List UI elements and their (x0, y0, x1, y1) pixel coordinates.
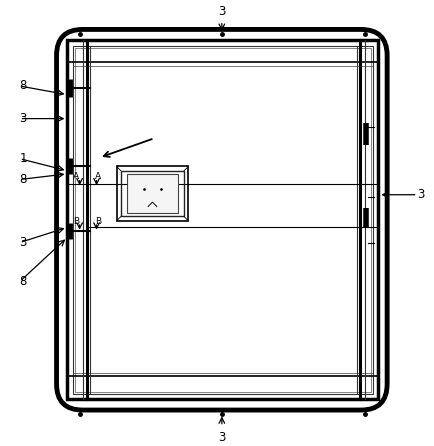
Text: A: A (95, 172, 101, 181)
Bar (121, 171, 184, 216)
Bar (126, 174, 178, 213)
Text: 3: 3 (20, 236, 27, 249)
Text: 3: 3 (218, 431, 225, 444)
Text: 3: 3 (218, 4, 225, 18)
Text: A: A (73, 172, 79, 181)
Bar (116, 166, 188, 221)
Text: 3: 3 (20, 112, 27, 125)
Text: 8: 8 (20, 79, 27, 92)
Text: 1: 1 (20, 152, 27, 165)
Bar (67, 40, 378, 399)
Text: 8: 8 (20, 275, 27, 288)
Bar (75, 48, 370, 392)
Text: B: B (73, 217, 79, 226)
Text: 3: 3 (417, 188, 424, 201)
Bar (72, 45, 372, 394)
Text: B: B (95, 217, 101, 226)
Text: 8: 8 (20, 173, 27, 186)
